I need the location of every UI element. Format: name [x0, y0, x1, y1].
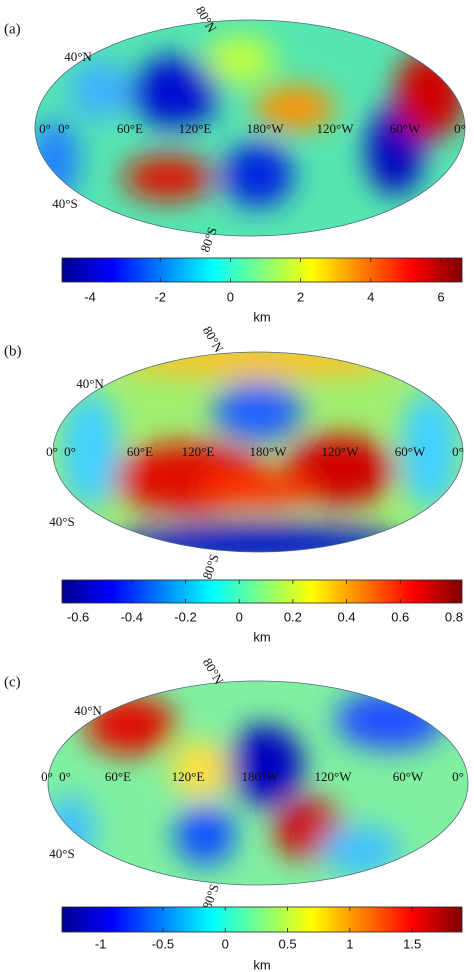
graticule-label: 180°W	[250, 444, 288, 459]
colorbar-tick-label: 1.5	[403, 936, 421, 951]
graticule-label: 180°W	[242, 769, 280, 784]
graticule-label: 60°E	[117, 121, 143, 136]
graticule-label: 0°	[46, 444, 58, 459]
map-b	[53, 352, 463, 552]
colorbar-tick-label: 2	[297, 289, 304, 304]
colorbar-tick-label: 0	[222, 936, 229, 951]
graticule-label: 120°E	[182, 444, 215, 459]
map-c	[48, 681, 468, 885]
graticule-label: 40°S	[52, 196, 77, 211]
panel-label: (a)	[4, 21, 21, 37]
graticule-label: 0°	[452, 769, 464, 784]
graticule-label: 60°W	[395, 444, 426, 459]
graticule-label: 120°E	[172, 769, 205, 784]
graticule-label: 120°W	[322, 444, 360, 459]
graticule-label: 0°	[41, 769, 53, 784]
graticule-label: 0°	[58, 121, 70, 136]
colorbar-label: km	[253, 629, 270, 644]
graticule-label: 120°W	[317, 121, 355, 136]
colorbar-tick-label: -0.6	[67, 609, 89, 624]
colorbar-label: km	[253, 309, 270, 324]
colorbar-tick-label: 0.4	[338, 609, 356, 624]
colorbar	[61, 579, 463, 604]
graticule-label: 120°W	[315, 769, 353, 784]
graticule-label: 80°N	[200, 324, 227, 356]
colorbar-tick-label: 4	[367, 289, 374, 304]
graticule-label: 60°W	[393, 769, 424, 784]
graticule-label: 0°	[454, 121, 466, 136]
graticule-label: 40°N	[64, 49, 92, 64]
graticule-label: 80°S	[199, 552, 222, 581]
colorbar-label: km	[253, 957, 270, 972]
graticule-label: 40°N	[74, 703, 102, 718]
graticule-label: 120°E	[179, 121, 212, 136]
colorbar-tick-label: -2	[154, 289, 166, 304]
panel-label: (c)	[4, 674, 21, 690]
colorbar-tick-label: 6	[437, 289, 444, 304]
colorbar-tick-label: -0.5	[152, 936, 174, 951]
colorbar-tick-label: 0	[236, 609, 243, 624]
colorbar	[61, 257, 463, 283]
colorbar-tick-label: 1	[346, 936, 353, 951]
graticule-label: 0°	[39, 121, 51, 136]
colorbar-tick-label: 0.2	[284, 609, 302, 624]
graticule-label: 0°	[452, 444, 464, 459]
graticule-label: 60°E	[127, 444, 153, 459]
graticule-label: 0°	[64, 444, 76, 459]
colorbar-tick-label: 0	[227, 289, 234, 304]
colorbar-tick-label: -0.2	[174, 609, 196, 624]
colorbar-tick-label: -4	[84, 289, 96, 304]
colorbar	[61, 906, 463, 933]
graticule-label: 60°E	[105, 769, 131, 784]
graticule-label: 40°S	[49, 846, 74, 861]
graticule-label: 180°W	[247, 121, 285, 136]
colorbar-tick-label: -0.4	[121, 609, 143, 624]
colorbar-tick-label: 0.5	[279, 936, 297, 951]
graticule-label: 60°W	[390, 121, 421, 136]
map-outlines	[34, 19, 469, 886]
graticule-label: 40°S	[49, 514, 74, 529]
graticule-label: 40°N	[76, 376, 104, 391]
colorbar-tick-label: 0.8	[445, 609, 463, 624]
graticule-label: 0°	[59, 769, 71, 784]
colorbar-tick-label: 0.6	[391, 609, 409, 624]
map-a	[35, 20, 465, 236]
colorbar-tick-label: -1	[95, 936, 107, 951]
panel-label: (b)	[4, 343, 22, 359]
